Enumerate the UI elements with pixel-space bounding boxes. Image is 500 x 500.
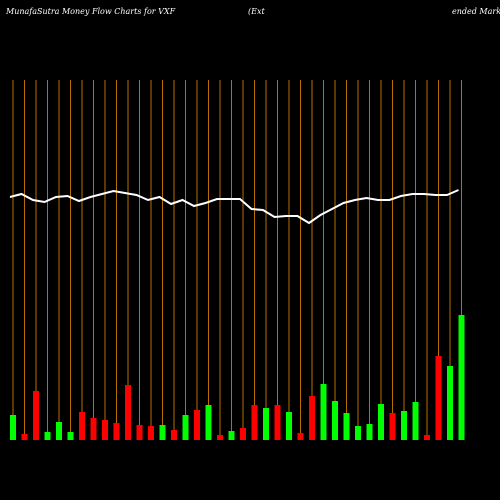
bar	[332, 401, 338, 440]
bar	[67, 432, 74, 440]
bar	[309, 396, 315, 440]
chart-subtitle: ended Mark	[452, 7, 500, 16]
bar	[102, 420, 108, 440]
bar	[343, 413, 350, 440]
chart-title: MunafaSutra Money Flow Charts for VXF	[5, 7, 176, 16]
bar	[21, 434, 28, 440]
bar	[205, 405, 212, 440]
bar	[458, 315, 465, 440]
bar	[136, 425, 143, 440]
bar	[240, 428, 246, 440]
bar	[194, 410, 200, 440]
bar	[401, 411, 407, 440]
bar	[56, 422, 62, 440]
line	[9, 189, 459, 225]
bar	[159, 425, 166, 440]
bar	[148, 426, 154, 440]
bar	[263, 408, 269, 440]
bar	[366, 424, 373, 440]
bar	[10, 415, 16, 440]
bar	[33, 391, 39, 440]
bar	[378, 404, 384, 440]
bar	[182, 415, 189, 440]
bar	[274, 405, 281, 440]
bar	[412, 402, 419, 440]
bar	[286, 412, 292, 440]
bar	[389, 413, 396, 440]
bar	[435, 356, 442, 440]
bar	[251, 405, 258, 440]
bar	[171, 430, 177, 440]
bar	[355, 426, 361, 440]
bar	[125, 385, 131, 440]
bar	[297, 433, 304, 440]
bar	[217, 435, 223, 440]
bar	[320, 384, 327, 440]
bar	[44, 432, 51, 440]
bar	[113, 423, 120, 440]
bar	[447, 366, 453, 440]
chart-subtitle: (Ext	[248, 7, 265, 16]
bar	[424, 435, 430, 440]
bar	[79, 412, 85, 440]
bar	[228, 431, 235, 440]
bar	[90, 418, 97, 440]
